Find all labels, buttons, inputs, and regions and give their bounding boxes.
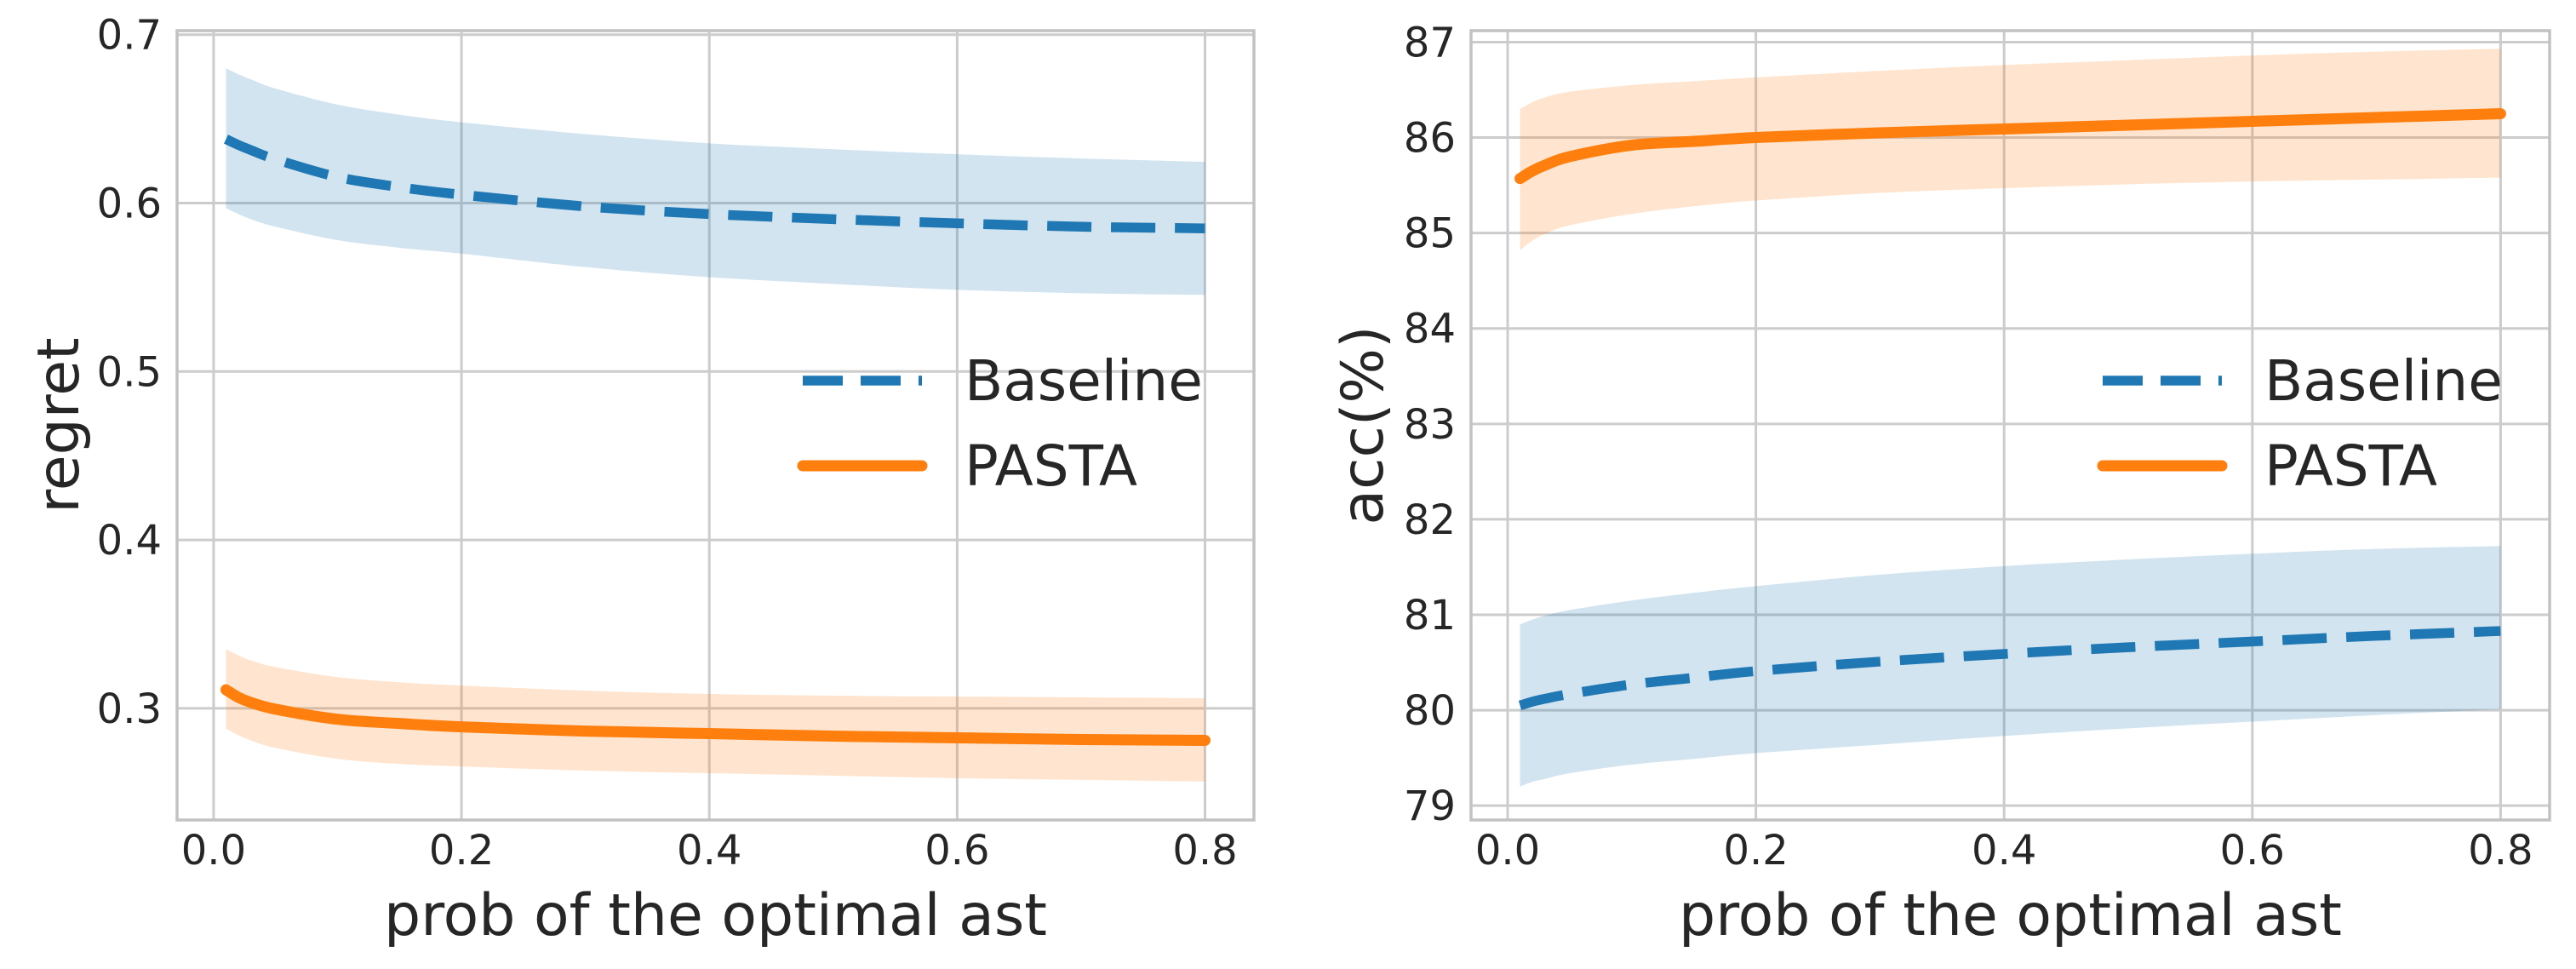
baseline-legend-label: Baseline xyxy=(965,348,1203,414)
right-legend: Baseline PASTA xyxy=(2097,348,2503,499)
y-tick-label: 85 xyxy=(1404,210,1456,258)
right-yaxis-label: acc(%) xyxy=(1330,325,1397,525)
left-xaxis-label: prob of the optimal ast xyxy=(384,882,1047,949)
baseline-curve xyxy=(224,135,1205,233)
pasta-confidence-band xyxy=(226,649,1205,782)
baseline-confidence-band xyxy=(226,68,1205,295)
y-tick-label: 0.4 xyxy=(97,517,162,565)
x-tick-label: 0.8 xyxy=(2468,827,2533,874)
right-axes-spines xyxy=(1469,29,2551,822)
pasta-legend-label: PASTA xyxy=(965,433,1137,499)
y-tick-label: 79 xyxy=(1404,783,1456,830)
right-grid xyxy=(1471,31,2550,820)
x-tick-label: 0.2 xyxy=(1723,827,1788,874)
pasta-curve xyxy=(1514,108,2506,185)
baseline-confidence-band xyxy=(1520,546,2501,787)
x-tick-label: 0.6 xyxy=(924,827,989,874)
y-tick-label: 81 xyxy=(1404,592,1456,639)
right-xaxis-label: prob of the optimal ast xyxy=(1679,882,2342,949)
pasta-confidence-band xyxy=(1520,49,2501,250)
right-chart-panel: 79 80 81 82 83 84 85 86 87 0.0 0.2 0.4 0.6 0.8 prob of… xyxy=(1330,19,2551,949)
y-tick-label: 86 xyxy=(1404,115,1456,163)
left-yaxis-label: regret xyxy=(26,337,93,513)
x-tick-label: 0.4 xyxy=(677,827,741,874)
left-axes-spines xyxy=(175,29,1256,822)
y-tick-label: 83 xyxy=(1404,401,1456,449)
baseline-curve xyxy=(1518,626,2501,710)
x-tick-label: 0.0 xyxy=(1475,827,1540,874)
y-tick-label: 0.5 xyxy=(97,348,162,396)
y-tick-label: 0.3 xyxy=(97,685,162,733)
left-chart-panel: 0.3 0.4 0.5 0.6 0.7 0.0 0.2 0.4 0.6 0.8 prob of th… xyxy=(26,12,1256,949)
x-tick-label: 0.4 xyxy=(1972,827,2036,874)
pasta-legend-label: PASTA xyxy=(2264,433,2437,499)
y-tick-label: 0.7 xyxy=(97,12,162,60)
y-tick-label: 84 xyxy=(1404,306,1456,353)
y-tick-label: 0.6 xyxy=(97,181,162,228)
y-tick-label: 80 xyxy=(1404,687,1456,735)
y-tick-label: 87 xyxy=(1404,19,1456,66)
left-legend: Baseline PASTA xyxy=(797,348,1203,499)
x-tick-label: 0.6 xyxy=(2220,827,2285,874)
x-tick-label: 0.8 xyxy=(1172,827,1237,874)
x-tick-label: 0.0 xyxy=(181,827,246,874)
baseline-legend-label: Baseline xyxy=(2264,348,2503,414)
y-tick-label: 82 xyxy=(1404,496,1456,544)
left-grid xyxy=(177,31,1254,820)
pasta-curve xyxy=(220,684,1211,746)
x-tick-label: 0.2 xyxy=(429,827,494,874)
